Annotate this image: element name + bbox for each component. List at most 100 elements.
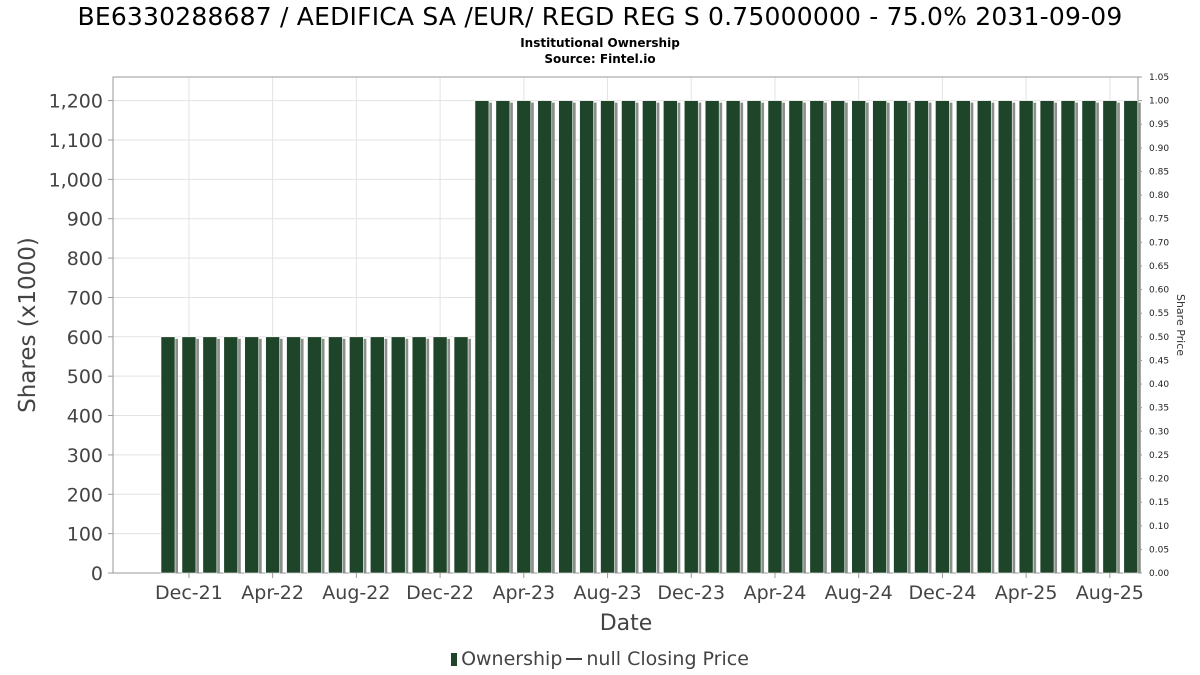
bar-Apr-25 — [1018, 100, 1034, 574]
bar-Jul-24 — [830, 100, 846, 574]
y2-tick-label: 0.55 — [1149, 309, 1169, 319]
x-tick-label: Dec-21 — [155, 582, 223, 604]
y-tick-label: 700 — [67, 287, 103, 309]
bar-Feb-23 — [474, 100, 490, 574]
x-tick-label: Aug-23 — [573, 582, 641, 604]
bar-Jan-24 — [704, 100, 720, 574]
legend-price-label: null Closing Price — [586, 648, 749, 670]
y-tick-label: 400 — [67, 406, 103, 428]
bar-Jul-23 — [579, 100, 594, 574]
x-tick-label: Apr-24 — [744, 582, 807, 604]
y2-tick-label: 0.05 — [1149, 545, 1169, 555]
bar-Dec-24 — [935, 100, 950, 574]
y2-tick-label: 0.95 — [1149, 120, 1169, 130]
bar-Apr-23 — [516, 100, 532, 574]
bar-Apr-22 — [265, 336, 280, 574]
y2-axis-label: Share Price — [1174, 294, 1187, 356]
x-axis-ticks: Dec-21 Apr-22 Aug-22 Dec-22 Apr-23 Aug-23 Dec-… — [155, 573, 1144, 604]
y2-tick-label: 0.35 — [1149, 404, 1169, 414]
y2-tick-label: 0.90 — [1149, 144, 1169, 154]
y-tick-label: 900 — [67, 209, 103, 231]
x-tick-label: Aug-25 — [1076, 582, 1144, 604]
x-tick-label: Apr-23 — [492, 582, 555, 604]
x-tick-label: Dec-23 — [657, 582, 725, 604]
x-tick-label: Apr-25 — [995, 582, 1058, 604]
y2-axis-ticks: 0.00 0.05 0.10 0.15 0.20 0.25 0.30 0.35 0.40 0.45… — [1138, 73, 1169, 579]
legend-ownership-swatch — [451, 653, 458, 666]
bar-Aug-25 — [1102, 100, 1118, 574]
y2-tick-label: 0.50 — [1149, 333, 1169, 343]
bar-May-23 — [537, 100, 553, 574]
bar-Nov-23 — [663, 100, 678, 574]
bar-Jun-24 — [809, 100, 825, 574]
bar-Jul-25 — [1081, 100, 1097, 574]
y-axis-ticks: 0 100 200 300 400 500 600 700 800 900 1,000 1,100 1,… — [49, 91, 113, 585]
y-tick-label: 1,200 — [49, 91, 103, 113]
y2-tick-label: 0.00 — [1149, 569, 1169, 579]
bar-Oct-23 — [642, 100, 657, 574]
bar-Feb-25 — [976, 100, 992, 574]
bar-May-22 — [286, 336, 301, 574]
bar-Jun-25 — [1060, 100, 1076, 574]
bar-Dec-22 — [432, 336, 448, 574]
y-tick-label: 100 — [67, 524, 103, 546]
y2-tick-label: 0.15 — [1149, 498, 1169, 508]
y2-tick-label: 0.10 — [1149, 522, 1169, 532]
bar-May-24 — [788, 100, 804, 574]
y2-tick-label: 0.45 — [1149, 356, 1169, 366]
chart-subtitle: Institutional Ownership — [520, 36, 680, 50]
bar-Aug-23 — [600, 100, 615, 574]
bar-Jan-22 — [202, 336, 218, 574]
bar-Jan-23 — [453, 336, 469, 574]
y-tick-label: 300 — [67, 445, 103, 467]
legend-price-line — [566, 658, 583, 660]
bar-Dec-21 — [181, 336, 197, 574]
y2-tick-label: 0.30 — [1149, 427, 1169, 437]
bar-Sep-23 — [621, 100, 636, 574]
legend-ownership-label: Ownership — [461, 648, 563, 670]
y2-tick-label: 1.00 — [1149, 97, 1169, 107]
bar-May-25 — [1039, 100, 1055, 574]
bar-Mar-25 — [997, 100, 1013, 574]
bar-Jun-23 — [558, 100, 573, 574]
x-tick-label: Dec-22 — [406, 582, 474, 604]
y2-tick-label: 0.85 — [1149, 167, 1169, 177]
bar-Sep-22 — [369, 336, 385, 574]
y-tick-label: 200 — [67, 484, 103, 506]
y-tick-label: 1,000 — [49, 169, 103, 191]
y2-tick-label: 0.20 — [1149, 475, 1169, 485]
bar-Aug-24 — [851, 100, 866, 574]
bar-Oct-24 — [893, 100, 908, 574]
y-tick-label: 600 — [67, 327, 103, 349]
x-axis-label: Date — [600, 611, 653, 636]
bar-Sep-24 — [872, 100, 887, 574]
bar-Nov-22 — [411, 336, 427, 574]
bar-Feb-22 — [223, 336, 239, 574]
chart-source: Source: Fintel.io — [544, 52, 656, 66]
bar-Jan-25 — [956, 100, 971, 574]
y2-tick-label: 0.75 — [1149, 215, 1169, 225]
bar-Dec-23 — [683, 100, 699, 574]
x-tick-label: Apr-22 — [241, 582, 304, 604]
legend: Ownership null Closing Price — [0, 648, 1200, 670]
y2-tick-label: 0.65 — [1149, 262, 1169, 272]
y2-tick-label: 1.05 — [1149, 73, 1169, 83]
y-tick-label: 500 — [67, 366, 103, 388]
x-tick-label: Aug-22 — [322, 582, 390, 604]
bar-Mar-22 — [244, 336, 260, 574]
bar-Aug-22 — [349, 336, 364, 574]
y2-tick-label: 0.60 — [1149, 286, 1169, 296]
y2-tick-label: 0.25 — [1149, 451, 1169, 461]
bar-Sep-25 — [1123, 100, 1139, 574]
bar-Mar-24 — [746, 100, 762, 574]
y2-tick-label: 0.40 — [1149, 380, 1169, 390]
bar-Nov-21 — [160, 336, 176, 574]
y-tick-label: 1,100 — [49, 130, 103, 152]
x-tick-label: Dec-24 — [909, 582, 977, 604]
y2-tick-label: 0.80 — [1149, 191, 1169, 201]
y-tick-label: 800 — [67, 248, 103, 270]
x-tick-label: Aug-24 — [825, 582, 893, 604]
bar-Feb-24 — [725, 100, 741, 574]
bar-Mar-23 — [495, 100, 511, 574]
